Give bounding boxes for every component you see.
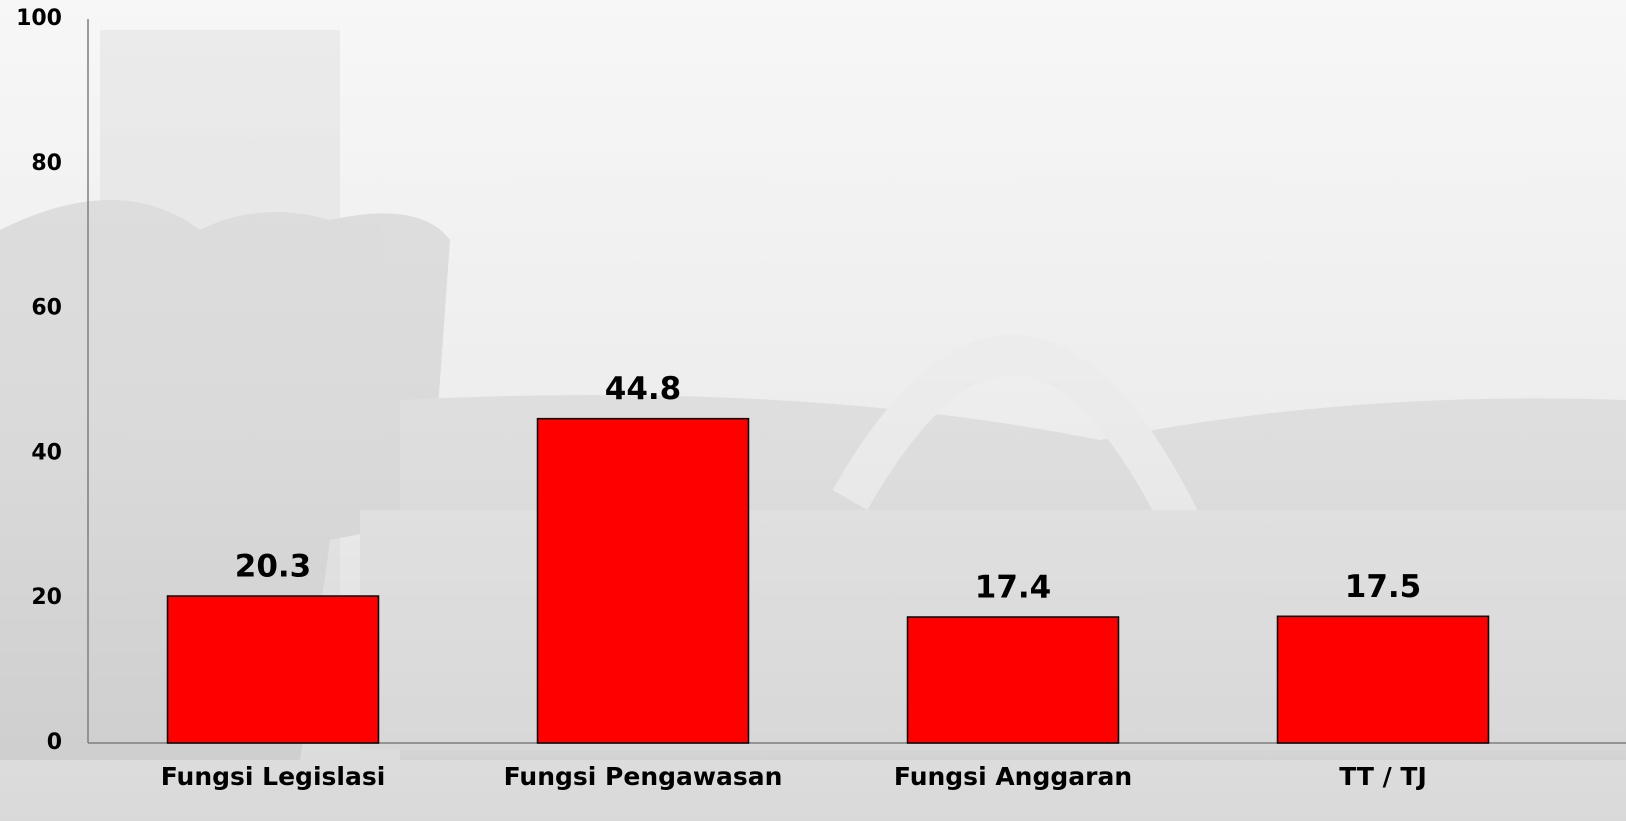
x-tick-label: TT / TJ [1339,762,1427,791]
y-tick-label: 80 [31,151,62,176]
y-tick-label: 0 [47,730,62,755]
page: 0 20 40 60 80 100 Fungsi Legislasi 20.3 Fungsi P… [0,0,1626,821]
value-label: 20.3 [235,549,312,585]
y-tick-label: 100 [16,6,62,31]
y-tick-label: 20 [31,585,62,610]
chart: 0 20 40 60 80 100 Fungsi Legislasi 20.3 Fungsi P… [0,0,1626,821]
y-tick-label: 60 [31,296,62,321]
value-label: 17.4 [975,570,1052,606]
x-tick-label: Fungsi Legislasi [161,762,386,791]
y-tick-label: 40 [31,440,62,465]
bar [168,596,379,743]
bar [1278,616,1489,743]
value-label: 17.5 [1345,569,1422,605]
x-tick-label: Fungsi Pengawasan [504,762,783,791]
bar [908,617,1119,743]
x-tick-label: Fungsi Anggaran [894,762,1132,791]
value-label: 44.8 [605,371,682,407]
bar [538,419,749,743]
